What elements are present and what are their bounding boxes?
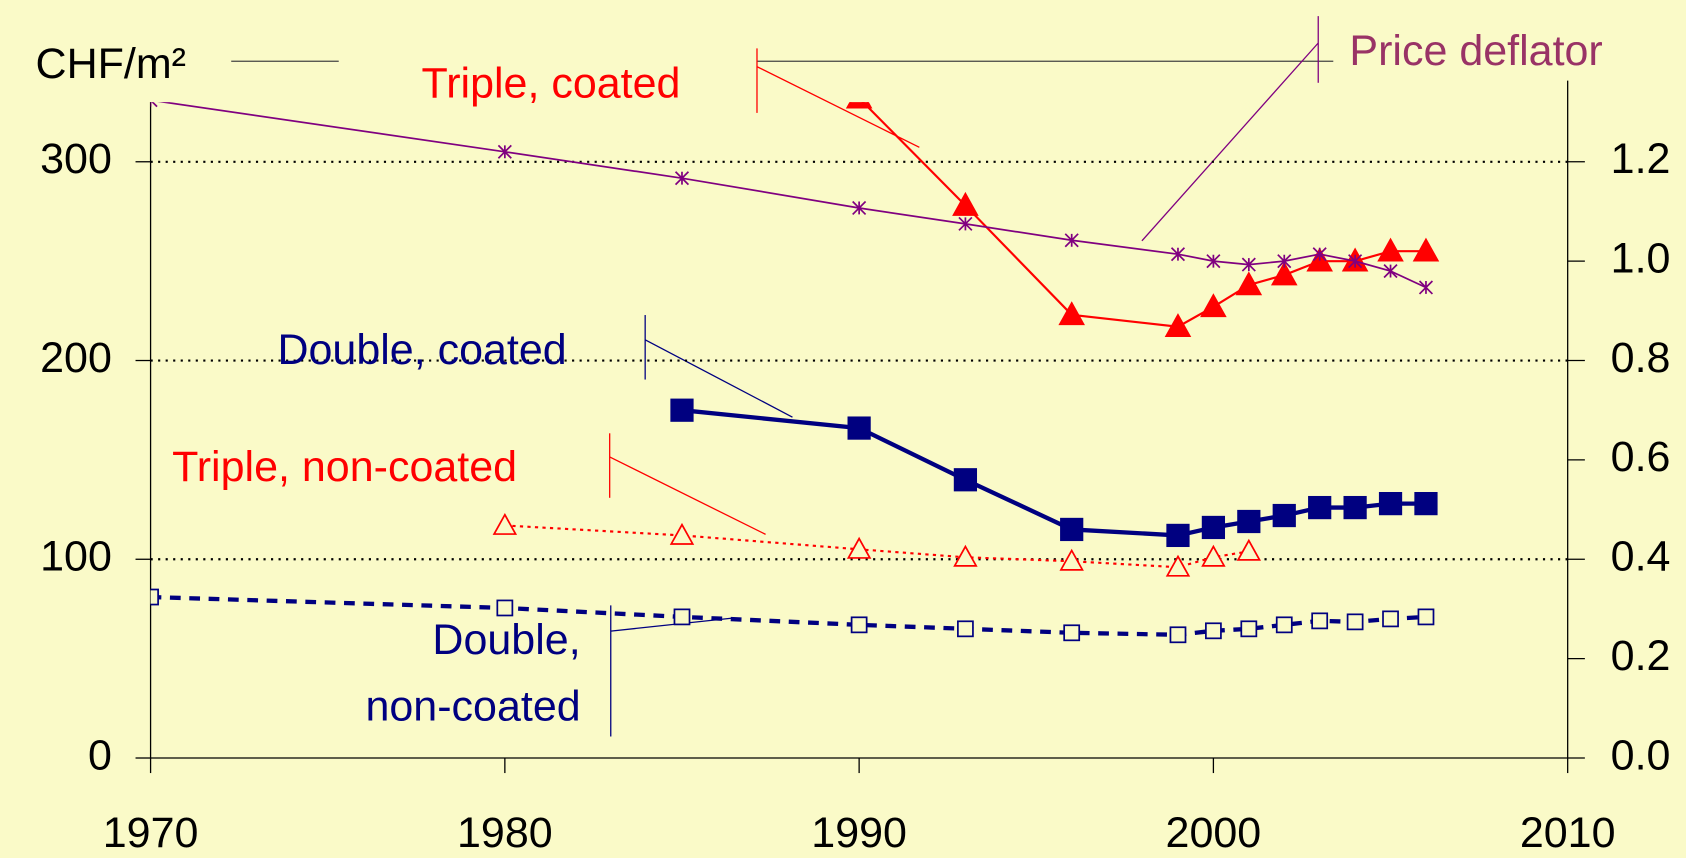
y-axis-label: CHF/m²: [36, 40, 186, 88]
marker: [1383, 264, 1398, 279]
x-tick-label: 1990: [811, 809, 907, 857]
y2-tick-label: 0.8: [1611, 334, 1671, 382]
x-tick-label: 2000: [1166, 809, 1262, 857]
leader: [610, 617, 732, 632]
marker: [850, 616, 868, 634]
leader: [644, 339, 793, 418]
marker: [1235, 271, 1263, 296]
marker: [669, 522, 695, 545]
marker: [1058, 301, 1085, 326]
y2-tick-label: 0.0: [1611, 731, 1671, 779]
series-label: Triple, non-coated: [172, 443, 517, 491]
marker: [1348, 254, 1363, 269]
marker: [953, 544, 978, 567]
marker: [1241, 257, 1256, 272]
marker: [1412, 237, 1440, 262]
marker: [952, 191, 979, 216]
marker: [674, 171, 690, 186]
marker: [150, 588, 159, 606]
y2-tick-label: 1.2: [1611, 135, 1671, 183]
marker: [150, 102, 158, 108]
y-tick-label: 200: [40, 334, 112, 382]
series-line: [150, 594, 1427, 637]
marker: [1418, 280, 1434, 295]
marker: [1164, 313, 1192, 338]
marker: [1382, 610, 1399, 628]
marker: [1236, 538, 1262, 561]
marker: [1277, 254, 1292, 269]
marker: [1201, 544, 1226, 567]
marker: [1206, 254, 1221, 269]
marker: [1166, 523, 1190, 548]
marker: [1200, 293, 1227, 318]
marker: [1312, 247, 1327, 262]
y2-tick-label: 0.6: [1611, 433, 1671, 481]
y2-tick-label: 1.0: [1611, 234, 1671, 282]
marker: [1240, 620, 1258, 638]
marker: [492, 512, 518, 535]
marker: [1059, 548, 1084, 571]
marker: [1311, 612, 1329, 630]
marker: [1275, 616, 1293, 634]
marker: [847, 416, 871, 440]
series-line: [158, 102, 1427, 289]
marker: [852, 200, 867, 216]
y-tick-label: 0: [88, 731, 112, 779]
y-tick-label: 100: [40, 533, 112, 581]
series-line: [861, 102, 1426, 328]
series-line: [504, 524, 1250, 569]
marker: [1060, 517, 1084, 542]
marker: [1237, 509, 1261, 534]
marker: [958, 216, 973, 231]
marker: [497, 144, 512, 159]
series-label: Double, coated: [277, 326, 566, 374]
leader-lines: [231, 16, 1334, 737]
leader: [609, 456, 766, 535]
marker: [1346, 613, 1364, 631]
y2-tick-label: 0.2: [1611, 632, 1671, 680]
marker: [1272, 503, 1296, 528]
marker: [673, 608, 691, 626]
marker: [846, 536, 872, 559]
marker: [496, 599, 514, 617]
plot-area: [150, 102, 1440, 644]
marker: [1343, 495, 1367, 520]
series-label: Triple, coated: [422, 59, 681, 107]
marker: [670, 398, 694, 422]
leader: [756, 66, 920, 148]
x-tick-label: 2010: [1520, 809, 1616, 857]
marker: [1270, 261, 1298, 286]
marker: [953, 468, 978, 492]
marker: [1414, 491, 1438, 516]
marker: [1165, 554, 1191, 577]
series-label: Price deflator: [1349, 27, 1602, 75]
x-tick-label: 1970: [103, 809, 199, 857]
marker: [1205, 622, 1222, 640]
marker: [957, 620, 974, 638]
series-label: Double, non-coated: [365, 616, 580, 731]
leader: [1141, 42, 1319, 242]
x-tick-label: 1980: [457, 809, 553, 857]
marker: [1064, 233, 1079, 248]
marker: [1378, 491, 1403, 516]
marker: [1169, 626, 1187, 644]
marker: [1063, 624, 1081, 642]
marker: [1417, 608, 1435, 626]
y-tick-label: 300: [40, 135, 112, 183]
y2-tick-label: 0.4: [1611, 533, 1671, 581]
marker: [1201, 515, 1226, 540]
marker: [1170, 247, 1186, 262]
marker: [1308, 495, 1332, 520]
marker: [845, 102, 873, 109]
marker: [1377, 237, 1404, 262]
